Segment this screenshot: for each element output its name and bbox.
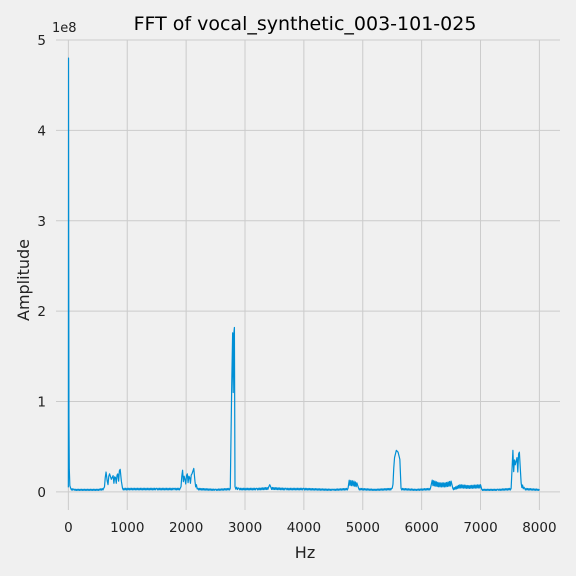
x-tick-label-7000: 7000 bbox=[463, 520, 497, 536]
fft-series-line bbox=[67, 57, 540, 492]
x-tick-label-1000: 1000 bbox=[110, 520, 144, 536]
y-gridlines bbox=[56, 39, 560, 493]
y-axis-label: Amplitude bbox=[14, 239, 33, 321]
x-tick-label-3000: 3000 bbox=[228, 520, 262, 536]
x-tick-label-8000: 8000 bbox=[522, 520, 556, 536]
x-tick-labels: 0 1000 2000 3000 4000 5000 6000 7000 8000 bbox=[64, 520, 557, 536]
chart-title: FFT of vocal_synthetic_003-101-025 bbox=[134, 13, 477, 35]
y-tick-label-4: 4 bbox=[37, 123, 46, 139]
x-tick-label-5000: 5000 bbox=[346, 520, 380, 536]
y-axis-exponent: 1e8 bbox=[52, 21, 77, 36]
x-tick-label-4000: 4000 bbox=[287, 520, 321, 536]
x-tick-label-0: 0 bbox=[64, 520, 73, 536]
y-tick-label-2: 2 bbox=[37, 304, 46, 320]
y-tick-label-5: 5 bbox=[37, 33, 46, 49]
x-tick-label-2000: 2000 bbox=[169, 520, 203, 536]
y-tick-label-3: 3 bbox=[37, 214, 46, 230]
x-tick-label-6000: 6000 bbox=[404, 520, 438, 536]
x-axis-label: Hz bbox=[295, 543, 315, 562]
y-tick-label-1: 1 bbox=[37, 395, 46, 411]
y-tick-labels: 0 1 2 3 4 5 bbox=[37, 33, 46, 501]
y-tick-label-0: 0 bbox=[37, 485, 46, 501]
